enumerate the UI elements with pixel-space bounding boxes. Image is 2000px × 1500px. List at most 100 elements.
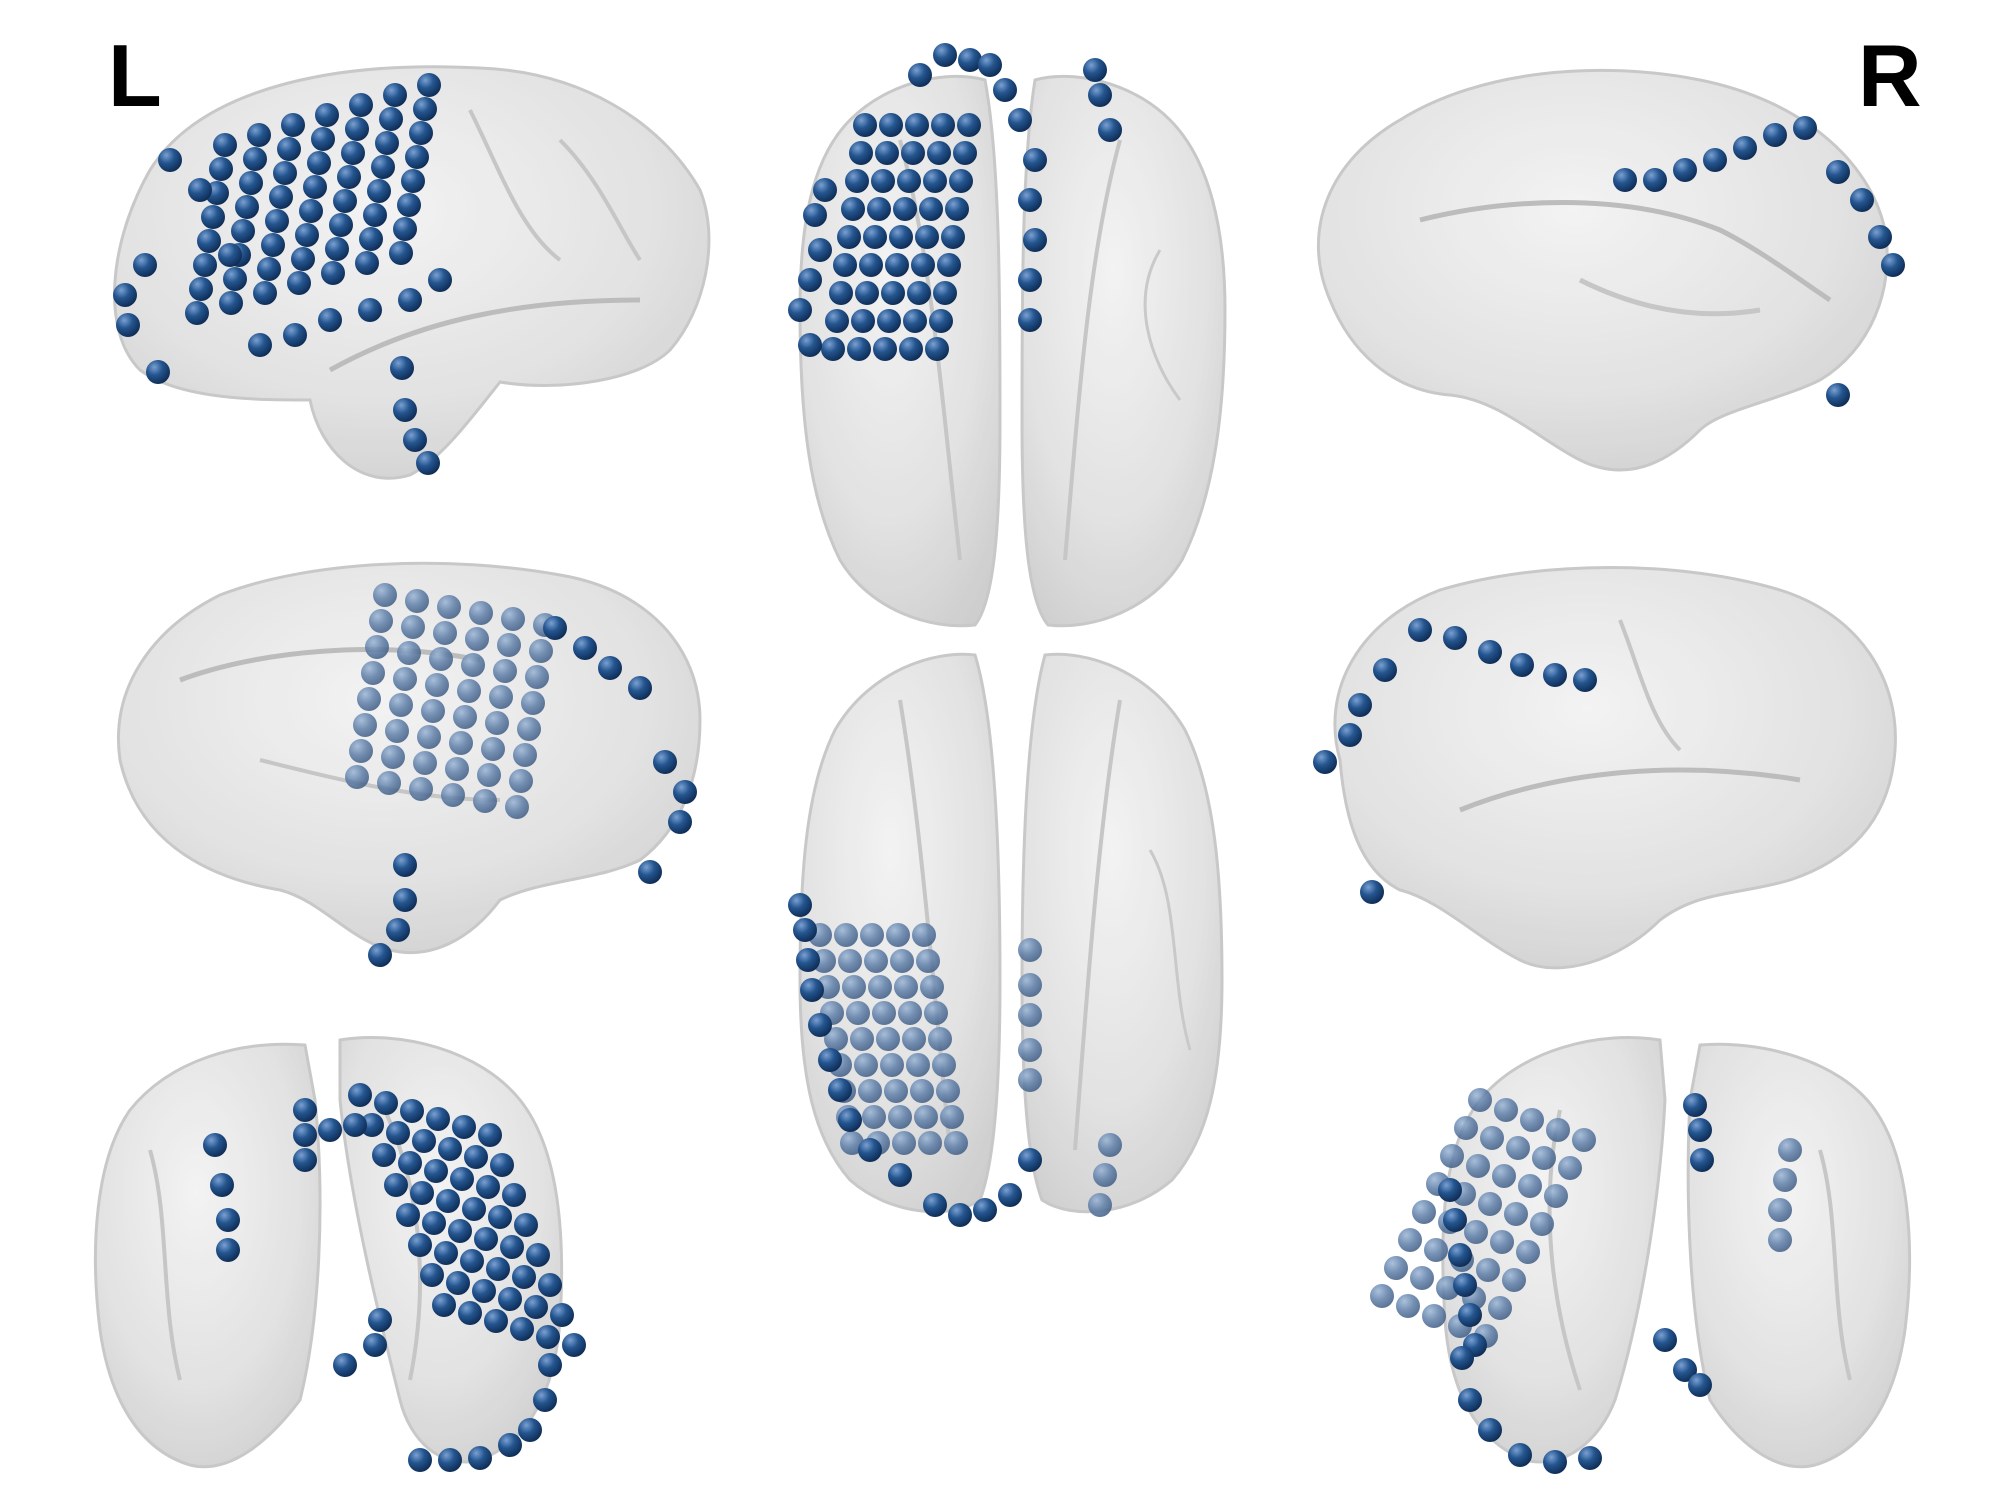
electrode — [462, 1197, 486, 1221]
electrode — [1546, 1118, 1570, 1142]
electrode — [372, 1143, 396, 1167]
electrode — [925, 337, 949, 361]
electrode-grid — [1370, 1088, 1802, 1474]
electrode — [433, 621, 457, 645]
electrode — [355, 251, 379, 275]
electrode — [1826, 383, 1850, 407]
electrode — [940, 1105, 964, 1129]
electrode — [1653, 1328, 1677, 1352]
right-hemisphere — [1686, 1042, 1912, 1469]
electrode — [311, 127, 335, 151]
electrode — [193, 253, 217, 277]
right-medial-view — [1316, 68, 1905, 472]
electrode — [818, 1048, 842, 1072]
electrode — [1868, 225, 1892, 249]
left-hemisphere-label: L — [108, 26, 162, 125]
electrode — [223, 267, 247, 291]
sulcus-line — [1547, 1109, 1582, 1391]
electrode — [923, 1193, 947, 1217]
electrode — [1023, 228, 1047, 252]
electrode — [216, 1238, 240, 1262]
electrode — [862, 1105, 886, 1129]
electrode — [1023, 148, 1047, 172]
electrode — [113, 283, 137, 307]
electrode — [318, 308, 342, 332]
electrode — [397, 193, 421, 217]
electrode — [461, 653, 485, 677]
electrode — [498, 1287, 522, 1311]
electrode — [1448, 1243, 1472, 1267]
electrode — [393, 398, 417, 422]
electrode — [518, 1418, 542, 1442]
electrode — [1476, 1258, 1500, 1282]
electrode — [345, 117, 369, 141]
electrode — [453, 705, 477, 729]
electrode — [358, 298, 382, 322]
electrode — [337, 165, 361, 189]
electrode — [1398, 1228, 1422, 1252]
electrode — [916, 949, 940, 973]
electrode — [357, 687, 381, 711]
electrode-grid — [788, 893, 1122, 1227]
electrode — [813, 178, 837, 202]
right-hemisphere-label: R — [1858, 26, 1922, 125]
electrode — [1313, 750, 1337, 774]
electrode — [489, 685, 513, 709]
electrode — [1793, 116, 1817, 140]
electrode — [860, 923, 884, 947]
electrode — [393, 217, 417, 241]
electrode — [146, 360, 170, 384]
electrode — [512, 1265, 536, 1289]
electrode — [257, 257, 281, 281]
electrode — [367, 179, 391, 203]
electrode — [363, 1333, 387, 1357]
electrode — [901, 141, 925, 165]
electrode — [908, 63, 932, 87]
electrode — [465, 627, 489, 651]
electrode — [363, 203, 387, 227]
sulcus-line — [558, 138, 642, 262]
electrode — [858, 1138, 882, 1162]
electrode — [209, 157, 233, 181]
electrode — [379, 107, 403, 131]
electrode — [880, 1053, 904, 1077]
electrode — [396, 1203, 420, 1227]
electrode — [375, 131, 399, 155]
electrode — [381, 745, 405, 769]
left-hemisphere — [93, 1042, 322, 1469]
electrode — [421, 699, 445, 723]
electrode — [484, 1309, 508, 1333]
electrode — [876, 1027, 900, 1051]
electrode — [1018, 1038, 1042, 1062]
electrode — [445, 757, 469, 781]
electrode — [293, 1148, 317, 1172]
electrode — [993, 78, 1017, 102]
posterior-view — [93, 1036, 586, 1472]
electrode — [438, 1137, 462, 1161]
electrode — [521, 691, 545, 715]
electrode — [915, 225, 939, 249]
electrode — [911, 253, 935, 277]
electrode — [410, 1181, 434, 1205]
electrode — [1478, 1418, 1502, 1442]
electrode — [373, 583, 397, 607]
electrode — [501, 607, 525, 631]
electrode — [841, 197, 865, 221]
electrode — [235, 195, 259, 219]
electrode — [158, 148, 182, 172]
electrode — [293, 1098, 317, 1122]
electrode — [450, 1167, 474, 1191]
electrode — [408, 1448, 432, 1472]
electrode — [849, 141, 873, 165]
electrode — [847, 337, 871, 361]
electrode — [1510, 653, 1534, 677]
electrode — [853, 113, 877, 137]
anterior-view — [1370, 1036, 1912, 1474]
electrode — [1673, 1358, 1697, 1382]
electrode — [213, 133, 237, 157]
electrode — [828, 1078, 852, 1102]
electrode — [1466, 1154, 1490, 1178]
electrode — [1438, 1178, 1462, 1202]
